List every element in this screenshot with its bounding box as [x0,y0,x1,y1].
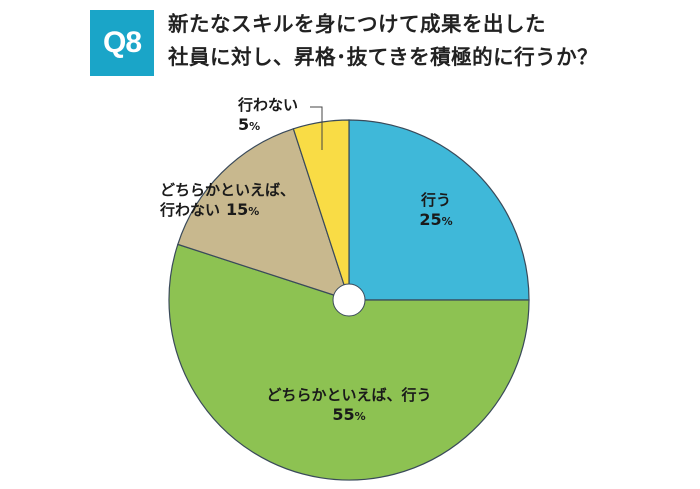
slice-percent: 55% [332,405,365,424]
pie-slice-2 [168,243,530,481]
pie-slice-4 [292,119,350,301]
question-line-2: 社員に対し、昇格･抜てきを積極的に行うか？ [168,45,599,69]
slice-label-text: 行う [420,191,451,209]
pie-slice-1 [348,119,530,301]
leader-line [310,106,323,150]
slice-percent: 5% [238,115,260,134]
pie-center-hole [332,283,366,317]
slice-label-text: 行わない 15% [159,200,259,219]
slice-label-text: どちらかといえば、行う [266,386,431,404]
slice-label-text: 行わない [237,96,298,114]
slice-percent: 25% [419,210,452,229]
pie-slice-3 [177,128,350,301]
question-text: 新たなスキルを身につけて成果を出した 社員に対し、昇格･抜てきを積極的に行うか？ [168,8,688,74]
slice-label-3: どちらかといえば、行わない 15% [159,181,295,219]
slice-label-text: どちらかといえば、 [160,181,295,199]
question-line-1: 新たなスキルを身につけて成果を出した [168,12,546,36]
question-number-badge: Q8 [90,10,154,76]
